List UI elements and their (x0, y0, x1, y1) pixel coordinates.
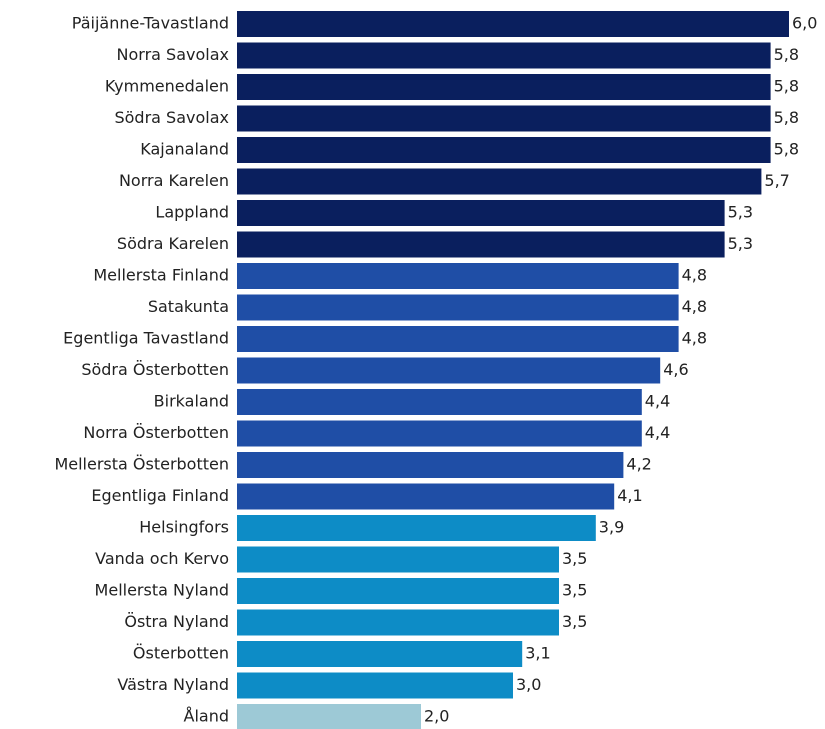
y-tick-label: Satakunta (148, 297, 229, 316)
value-label: 3,5 (562, 581, 587, 600)
value-label: 5,3 (728, 234, 753, 253)
y-tick-label: Södra Karelen (117, 234, 229, 253)
bar (237, 294, 679, 321)
value-label: 2,0 (424, 707, 449, 726)
y-tick-label: Södra Savolax (114, 108, 229, 127)
bar (237, 137, 771, 163)
bar (237, 74, 771, 100)
bar (237, 326, 679, 352)
bar (237, 452, 624, 478)
y-tick-label: Norra Savolax (117, 45, 229, 64)
value-label: 4,4 (645, 423, 670, 442)
value-label: 5,8 (774, 45, 799, 64)
y-tick-label: Södra Österbotten (81, 360, 229, 379)
y-tick-label: Östra Nyland (124, 612, 229, 631)
y-tick-label: Åland (184, 707, 230, 726)
value-label: 4,6 (663, 360, 688, 379)
value-label: 5,3 (728, 203, 753, 222)
y-tick-label: Kajanaland (140, 140, 229, 159)
value-label: 3,5 (562, 612, 587, 631)
bar (237, 263, 679, 289)
value-label: 5,8 (774, 108, 799, 127)
bar (237, 389, 642, 415)
y-tick-label: Mellersta Nyland (95, 581, 229, 600)
bar (237, 200, 725, 226)
bar (237, 704, 421, 729)
value-label: 4,2 (626, 455, 651, 474)
bar (237, 546, 559, 573)
y-tick-label: Birkaland (154, 392, 229, 411)
bar (237, 483, 615, 510)
bar (237, 578, 559, 604)
value-label: 3,0 (516, 675, 541, 694)
y-tick-label: Kymmenedalen (105, 77, 229, 96)
bar (237, 641, 523, 667)
value-label: 4,4 (645, 392, 670, 411)
bar (237, 609, 559, 636)
y-tick-label: Egentliga Tavastland (63, 329, 229, 348)
value-label: 4,8 (682, 297, 707, 316)
y-tick-label: Helsingfors (139, 518, 229, 537)
value-label: 4,8 (682, 329, 707, 348)
y-tick-label: Vanda och Kervo (95, 549, 229, 568)
y-tick-label: Mellersta Österbotten (54, 455, 229, 474)
y-tick-label: Egentliga Finland (91, 486, 229, 505)
bar (237, 231, 725, 258)
value-label: 5,8 (774, 140, 799, 159)
value-label: 4,8 (682, 266, 707, 285)
y-tick-label: Päijänne-Tavastland (72, 14, 229, 33)
y-tick-label: Österbotten (133, 644, 229, 663)
bar (237, 11, 789, 37)
y-tick-label: Västra Nyland (117, 675, 229, 694)
bar (237, 105, 771, 132)
value-label: 3,9 (599, 518, 624, 537)
bar (237, 515, 596, 541)
y-tick-label: Mellersta Finland (93, 266, 229, 285)
value-label: 4,1 (617, 486, 642, 505)
bar (237, 420, 642, 447)
y-tick-label: Norra Österbotten (83, 423, 229, 442)
bar (237, 168, 762, 195)
bar (237, 42, 771, 69)
value-label: 5,7 (764, 171, 789, 190)
y-tick-label: Norra Karelen (119, 171, 229, 190)
value-label: 3,1 (525, 644, 550, 663)
value-label: 5,8 (774, 77, 799, 96)
y-tick-label: Lappland (155, 203, 229, 222)
bar (237, 672, 513, 699)
value-label: 6,0 (792, 14, 817, 33)
value-label: 3,5 (562, 549, 587, 568)
bar (237, 357, 661, 384)
